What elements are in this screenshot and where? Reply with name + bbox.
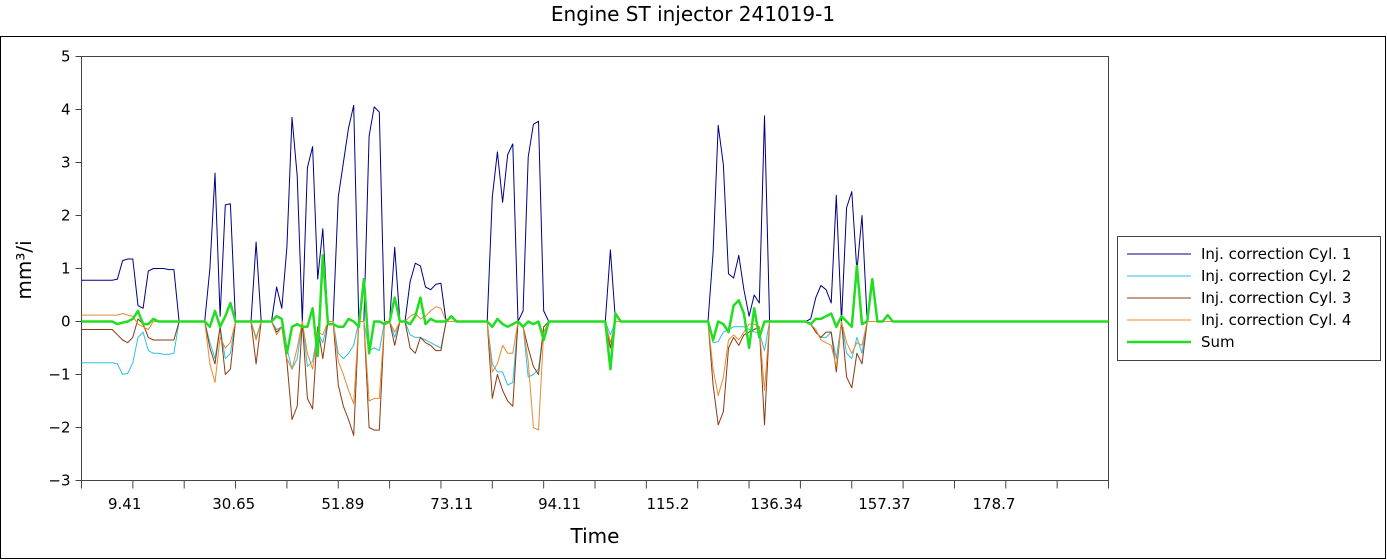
legend-label-1: Inj. correction Cyl. 1 — [1201, 245, 1351, 263]
series-lines — [81, 104, 1109, 436]
x-tick-label: 115.2 — [646, 495, 689, 513]
y-tick-label: −1 — [48, 366, 70, 384]
y-axis: −3 −2 −1 0 1 2 3 4 5 — [48, 48, 82, 490]
x-tick-label: 73.11 — [430, 495, 473, 513]
series-line-5 — [81, 254, 1109, 371]
x-tick-label: 51.89 — [321, 495, 364, 513]
legend: Inj. correction Cyl. 1 Inj. correction Cy… — [1117, 236, 1381, 361]
x-tick-label: 30.65 — [212, 495, 255, 513]
y-tick-label: 3 — [61, 154, 71, 172]
x-axis: 9.41 30.65 51.89 73.11 94.11 115.2 136.34 157.3… — [81, 480, 1109, 513]
y-tick-label: −2 — [48, 419, 70, 437]
y-tick-label: 2 — [61, 207, 71, 225]
legend-label-3: Inj. correction Cyl. 3 — [1201, 289, 1351, 307]
y-axis-label: mm³/i — [12, 240, 36, 299]
y-tick-label: 0 — [61, 313, 71, 331]
y-tick-label: −3 — [48, 472, 70, 490]
legend-label-2: Inj. correction Cyl. 2 — [1201, 267, 1351, 285]
legend-label-5: Sum — [1201, 333, 1235, 351]
plot-area — [81, 56, 1109, 481]
legend-label-4: Inj. correction Cyl. 4 — [1201, 311, 1351, 329]
x-tick-label: 9.41 — [108, 495, 141, 513]
y-tick-label: 5 — [61, 48, 71, 66]
y-tick-label: 4 — [61, 101, 71, 119]
x-tick-label: 157.37 — [858, 495, 911, 513]
x-axis-label: Time — [570, 524, 620, 548]
x-tick-label: 136.34 — [750, 495, 803, 513]
chart-title: Engine ST injector 241019-1 — [551, 2, 835, 26]
x-tick-label: 178.7 — [973, 495, 1016, 513]
x-tick-label: 94.11 — [538, 495, 581, 513]
y-tick-label: 1 — [61, 260, 71, 278]
